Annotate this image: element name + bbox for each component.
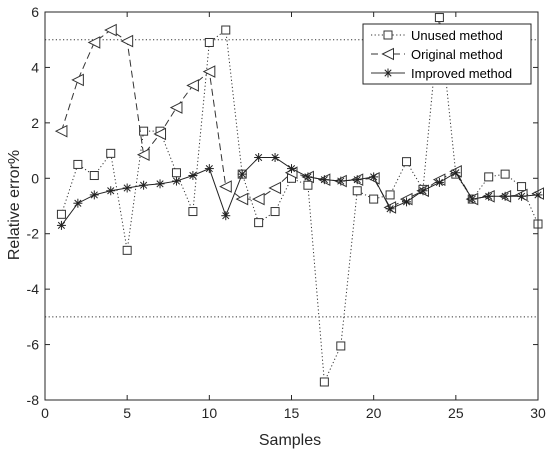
legend-item-unused-method: Unused method bbox=[371, 28, 503, 43]
legend-label: Improved method bbox=[411, 66, 512, 81]
data-point-original-method bbox=[202, 65, 216, 78]
data-point-improved-method bbox=[451, 168, 461, 178]
data-point-unused-method bbox=[73, 159, 83, 169]
data-point-improved-method bbox=[73, 198, 83, 208]
data-point-unused-method bbox=[171, 168, 181, 178]
data-point-improved-method bbox=[484, 191, 494, 201]
y-axis-label: Relative error% bbox=[6, 150, 23, 260]
y-tick-label: -4 bbox=[27, 281, 40, 297]
data-point-improved-method bbox=[204, 164, 214, 174]
data-point-original-method bbox=[120, 34, 134, 48]
data-point-original-method bbox=[219, 180, 232, 193]
data-point-unused-method bbox=[122, 245, 132, 255]
y-tick-label: 6 bbox=[31, 4, 39, 20]
data-point-improved-method bbox=[402, 197, 412, 207]
data-point-unused-method bbox=[484, 172, 494, 182]
data-point-original-method bbox=[252, 192, 265, 206]
data-point-unused-method bbox=[434, 13, 444, 23]
data-point-original-method bbox=[268, 181, 282, 195]
data-point-unused-method bbox=[204, 37, 214, 47]
data-point-unused-method bbox=[303, 180, 313, 190]
data-point-improved-method bbox=[270, 153, 280, 162]
data-point-improved-method bbox=[171, 176, 181, 186]
x-tick-label: 30 bbox=[530, 405, 546, 421]
data-point-unused-method bbox=[89, 171, 99, 181]
series-improved-method bbox=[56, 153, 543, 230]
data-point-original-method bbox=[54, 124, 68, 138]
data-point-unused-method bbox=[188, 207, 198, 217]
data-point-improved-method bbox=[352, 175, 362, 185]
data-point-original-method bbox=[136, 148, 150, 162]
legend-item-original-method: Original method bbox=[371, 47, 503, 62]
data-point-improved-method bbox=[385, 204, 395, 214]
data-point-improved-method bbox=[139, 180, 149, 190]
legend-marker bbox=[381, 47, 394, 61]
data-point-improved-method bbox=[517, 191, 527, 201]
data-point-improved-method bbox=[418, 186, 428, 196]
data-point-unused-method bbox=[254, 218, 264, 228]
data-point-unused-method bbox=[139, 126, 149, 136]
x-tick-label: 0 bbox=[41, 405, 49, 421]
y-tick-label: -8 bbox=[27, 392, 40, 408]
y-tick-label: 0 bbox=[31, 170, 39, 186]
x-tick-label: 5 bbox=[123, 405, 131, 421]
axes-layer: 0 5 10 15 20 25 30 -8 -6 -4 -2 0 2 4 6 bbox=[27, 4, 546, 421]
data-point-original-method bbox=[186, 79, 199, 92]
legend-item-improved-method: Improved method bbox=[371, 66, 512, 81]
data-point-unused-method bbox=[56, 209, 66, 219]
legend-marker bbox=[383, 30, 393, 40]
data-point-unused-method bbox=[221, 25, 231, 35]
legend-label: Original method bbox=[411, 47, 503, 62]
data-point-unused-method bbox=[500, 169, 510, 179]
legend-label: Unused method bbox=[411, 28, 503, 43]
data-point-improved-method bbox=[188, 171, 198, 181]
data-point-improved-method bbox=[221, 211, 231, 221]
y-tick-label: -6 bbox=[27, 337, 40, 353]
x-tick-label: 15 bbox=[284, 405, 300, 421]
data-point-improved-method bbox=[122, 183, 132, 193]
data-point-improved-method bbox=[89, 190, 99, 200]
data-point-improved-method bbox=[56, 220, 66, 230]
x-tick-label: 20 bbox=[366, 405, 382, 421]
data-point-improved-method bbox=[369, 172, 379, 182]
legend: Unused method Original method Improved met… bbox=[362, 23, 532, 85]
data-point-unused-method bbox=[270, 207, 280, 217]
data-point-improved-method bbox=[500, 191, 510, 201]
data-point-improved-method bbox=[319, 175, 329, 185]
data-point-original-method bbox=[235, 192, 249, 206]
data-point-unused-method bbox=[336, 341, 346, 351]
legend-marker bbox=[383, 68, 393, 78]
data-point-unused-method bbox=[352, 186, 362, 196]
data-point-unused-method bbox=[385, 190, 395, 200]
series-layer bbox=[54, 13, 544, 387]
y-tick-label: -2 bbox=[27, 226, 40, 242]
x-tick-label: 10 bbox=[202, 405, 218, 421]
data-point-unused-method bbox=[369, 194, 379, 204]
data-point-improved-method bbox=[287, 164, 296, 174]
data-point-improved-method bbox=[106, 186, 116, 196]
data-point-original-method bbox=[71, 73, 84, 87]
data-point-unused-method bbox=[402, 157, 412, 167]
data-point-improved-method bbox=[467, 194, 477, 204]
data-point-improved-method bbox=[336, 176, 346, 186]
data-point-improved-method bbox=[303, 172, 313, 182]
data-point-improved-method bbox=[434, 177, 444, 187]
x-axis-label: Samples bbox=[259, 432, 321, 449]
y-tick-label: 2 bbox=[31, 115, 39, 131]
y-tick-label: 4 bbox=[31, 59, 39, 75]
x-tick-label: 25 bbox=[448, 405, 464, 421]
data-point-original-method bbox=[153, 127, 167, 141]
data-point-original-method bbox=[169, 101, 183, 114]
data-point-improved-method bbox=[254, 153, 264, 162]
data-point-original-method bbox=[104, 23, 117, 37]
data-point-original-method bbox=[87, 36, 101, 49]
data-point-improved-method bbox=[237, 169, 247, 179]
data-point-unused-method bbox=[106, 148, 116, 158]
data-point-unused-method bbox=[319, 377, 329, 387]
data-point-unused-method bbox=[517, 182, 527, 192]
data-point-improved-method bbox=[155, 179, 165, 189]
